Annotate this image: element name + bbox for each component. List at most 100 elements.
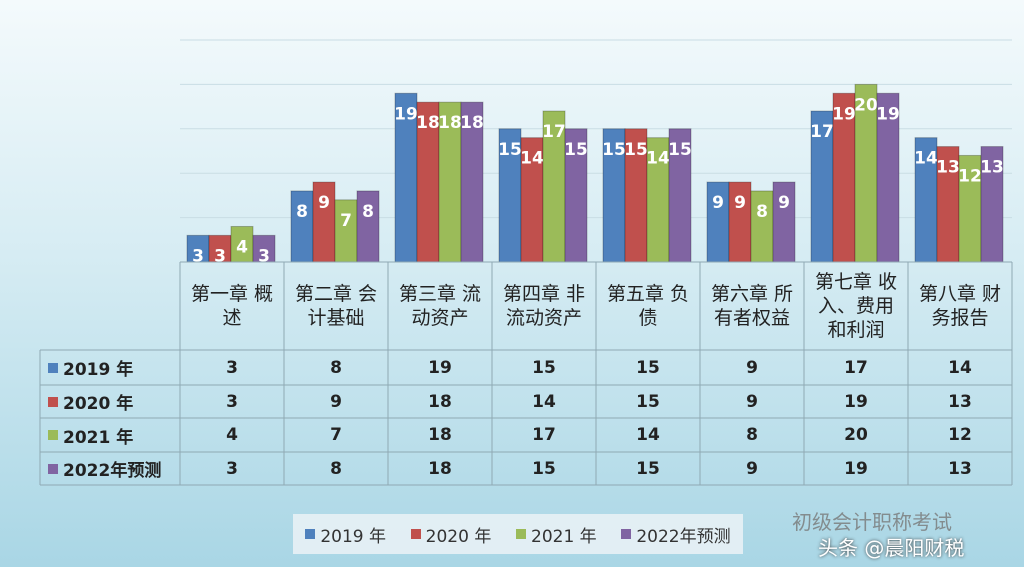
data-label: 17	[810, 122, 834, 142]
row-header: 2021 年	[40, 418, 180, 452]
table-value: 17	[532, 425, 556, 445]
category-label: 第五章 负债	[606, 283, 690, 329]
row-header-label: 2021 年	[63, 427, 134, 448]
table-value: 13	[948, 391, 972, 412]
watermark-source: 头条 @晨阳财税	[818, 536, 965, 560]
table-value: 15	[636, 391, 660, 412]
table-value: 3	[226, 391, 238, 412]
table-value: 17	[844, 357, 868, 378]
row-header-label: 2020 年	[63, 394, 134, 414]
data-label: 19	[876, 104, 900, 124]
legend-item: 2020 年	[410, 522, 492, 547]
category-label: 第八章 财务报告	[918, 283, 1002, 329]
legend-swatch	[305, 529, 316, 539]
data-label: 9	[734, 193, 746, 213]
table-value: 8	[746, 425, 758, 445]
row-header-label: 2019 年	[63, 360, 134, 380]
category-label: 第六章 所有者权益	[710, 283, 794, 329]
data-label: 13	[936, 158, 960, 178]
table-value: 9	[746, 357, 758, 378]
data-label: 8	[756, 202, 768, 222]
table-value: 15	[532, 357, 556, 378]
data-label: 7	[340, 211, 352, 231]
legend-swatch	[410, 529, 421, 539]
data-label: 19	[832, 104, 856, 124]
data-label: 15	[624, 140, 648, 160]
legend-swatch	[48, 430, 58, 440]
category-label: 第一章 概述	[190, 283, 274, 329]
data-label: 14	[646, 149, 670, 169]
table-value: 9	[746, 458, 758, 479]
table-value: 13	[948, 458, 972, 479]
data-label: 15	[564, 140, 588, 160]
data-label: 4	[236, 237, 248, 257]
table-value: 19	[844, 458, 868, 479]
table-value: 8	[330, 458, 342, 479]
bar	[334, 199, 358, 263]
data-label: 12	[958, 166, 982, 186]
category-label: 第四章 非流动资产	[502, 283, 586, 329]
legend-label: 2021 年	[531, 526, 597, 547]
row-header: 2022年预测	[40, 452, 180, 485]
table-value: 14	[636, 425, 660, 445]
table-value: 18	[428, 391, 452, 412]
data-label: 3	[258, 246, 270, 266]
table-value: 20	[844, 425, 868, 445]
category-label: 第三章 流动资产	[398, 283, 482, 329]
legend-label: 2020 年	[425, 526, 492, 547]
table-value: 15	[532, 458, 556, 479]
data-label: 15	[498, 140, 522, 160]
table-value: 19	[428, 357, 452, 378]
legend-item: 2019 年	[305, 522, 386, 547]
data-label: 14	[914, 149, 938, 169]
data-label: 3	[192, 246, 204, 266]
legend-label: 2019 年	[320, 526, 386, 547]
legend-swatch	[516, 529, 527, 539]
data-label: 14	[520, 149, 544, 169]
legend-swatch	[48, 463, 58, 474]
table-value: 8	[330, 357, 342, 378]
table-value: 9	[746, 391, 758, 412]
table-value: 18	[428, 458, 452, 479]
category-label: 第二章 会计基础	[294, 283, 378, 329]
table-value: 18	[428, 425, 452, 445]
data-label: 13	[980, 158, 1004, 178]
data-label: 15	[668, 140, 692, 160]
table-value: 4	[226, 425, 238, 445]
row-header: 2020 年	[40, 385, 180, 418]
data-label: 19	[394, 104, 418, 124]
table-value: 14	[948, 357, 972, 378]
row-header: 2019 年	[40, 350, 180, 385]
data-label: 15	[602, 140, 626, 160]
legend-item: 2022年预测	[621, 522, 731, 547]
legend: 2019 年 2020 年 2021 年 2022年预测	[293, 514, 743, 554]
legend-swatch	[48, 362, 58, 373]
table-value: 3	[226, 458, 238, 479]
data-label: 8	[362, 202, 374, 222]
table-value: 15	[636, 357, 660, 378]
data-label: 18	[460, 113, 484, 133]
category-label: 第七章 收入、费用和利润	[814, 271, 898, 341]
data-label: 18	[416, 113, 440, 133]
legend-item: 2021 年	[516, 522, 597, 547]
data-label: 9	[712, 193, 724, 213]
data-label: 20	[854, 95, 878, 115]
data-label: 8	[296, 202, 308, 222]
legend-label: 2022年预测	[636, 526, 731, 547]
table-value: 7	[330, 425, 342, 445]
table-value: 19	[844, 391, 868, 412]
table-value: 14	[532, 391, 556, 412]
legend-swatch	[621, 529, 632, 539]
data-label: 18	[438, 113, 462, 133]
table-value: 12	[948, 425, 972, 445]
legend-swatch	[48, 396, 58, 407]
table-value: 3	[226, 357, 238, 378]
data-label: 9	[318, 193, 330, 213]
row-header-label: 2022年预测	[63, 461, 162, 481]
data-label: 9	[778, 193, 790, 213]
table-value: 15	[636, 458, 660, 479]
data-label: 3	[214, 246, 226, 266]
data-label: 17	[542, 122, 566, 142]
